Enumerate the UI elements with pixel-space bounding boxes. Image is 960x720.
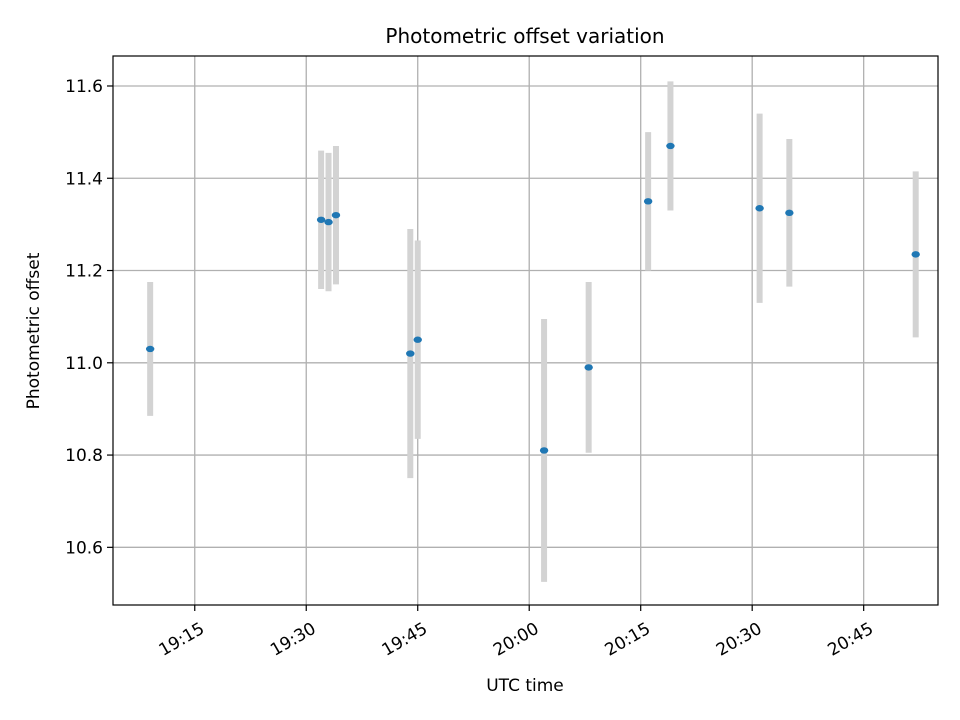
y-tick-label: 10.6: [65, 538, 103, 558]
x-tick-label: 20:15: [602, 619, 654, 661]
ticks: 19:15 19:30 19:45 20:00 20:15 20:30 20:45 10.6 1…: [65, 77, 877, 661]
x-tick-label: 19:15: [156, 619, 208, 661]
data-point: [324, 218, 333, 226]
x-tick-label: 19:45: [379, 619, 431, 661]
y-tick-label: 11.6: [65, 77, 103, 97]
data-point: [584, 364, 593, 371]
data-points: [145, 142, 920, 454]
x-tick-label: 20:30: [713, 619, 765, 661]
y-tick-label: 11.4: [65, 169, 103, 189]
grid: [113, 56, 938, 605]
plot-frame: [112, 55, 939, 606]
x-axis-label: UTC time: [486, 676, 564, 696]
data-point: [666, 142, 675, 150]
y-tick-label: 11.0: [65, 354, 103, 374]
data-point: [145, 345, 155, 353]
data-point: [785, 209, 794, 217]
data-point: [755, 205, 764, 212]
error-bars: [147, 81, 919, 582]
data-point: [331, 211, 341, 219]
data-point: [539, 447, 549, 454]
data-point: [406, 350, 415, 357]
data-point: [413, 336, 422, 343]
y-axis-label: Photometric offset: [24, 252, 44, 409]
x-tick-label: 20:45: [825, 619, 877, 661]
chart-title: Photometric offset variation: [385, 24, 664, 48]
data-point: [911, 251, 920, 258]
x-tick-label: 20:00: [490, 619, 542, 661]
data-point: [643, 198, 653, 205]
x-tick-label: 19:30: [267, 619, 319, 661]
y-tick-label: 10.8: [65, 446, 103, 466]
data-point: [316, 216, 326, 223]
y-tick-label: 11.2: [65, 262, 103, 282]
